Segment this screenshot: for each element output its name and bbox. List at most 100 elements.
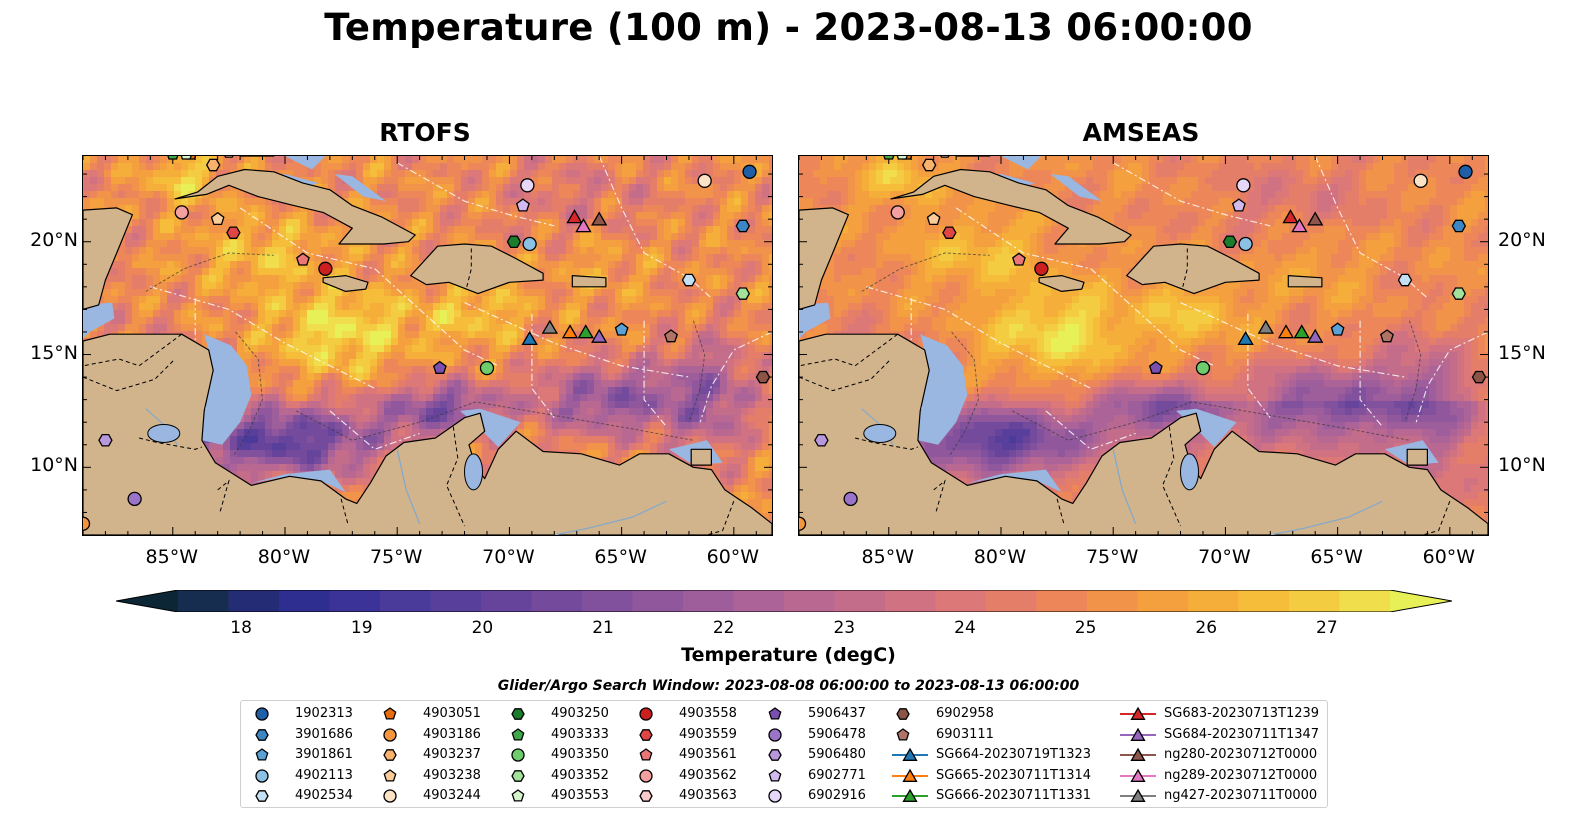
marker-ng289-20230712T0000	[1291, 218, 1308, 233]
marker-4903238	[926, 211, 941, 226]
legend-label: 6902771	[808, 767, 866, 783]
colorbar-step	[1036, 590, 1088, 612]
legend-swatch-circle	[639, 707, 653, 721]
marker-5906480	[98, 433, 113, 447]
lon-label: 85°W	[861, 546, 914, 568]
marker-4903238	[210, 211, 225, 226]
marker-6902916	[1236, 178, 1251, 193]
marker-4903561	[1012, 252, 1026, 266]
colorbar-tick-label: 18	[230, 618, 252, 638]
legend-swatch-circle	[768, 727, 782, 742]
lake-nicaragua	[863, 423, 897, 443]
marker-SG666-20230711T1331	[577, 324, 594, 339]
lake-maracaibo	[1180, 453, 1200, 491]
land-masses	[799, 156, 1488, 535]
marker-4902534	[1397, 273, 1413, 287]
colorbar-step	[683, 590, 735, 612]
marker-SG684-20230711T1347	[1307, 328, 1324, 343]
marker-5906480	[814, 433, 829, 447]
isobath-contours	[861, 252, 1422, 457]
legend-label: SG683-20230713T1239	[1164, 706, 1320, 721]
colorbar-step	[784, 590, 836, 612]
map-canvas-amseas	[799, 156, 1488, 535]
legend-label: ng280-20230712T0000	[1164, 747, 1318, 762]
colorbar-step	[582, 590, 634, 612]
legend-swatch-pentagon	[383, 707, 397, 720]
legend-swatch-hexagon	[383, 749, 397, 761]
marker-4902113	[522, 236, 537, 252]
colorbar-step	[986, 590, 1038, 612]
marker-6902958	[755, 370, 771, 384]
marker-1902313	[1458, 164, 1473, 179]
land-hispaniola	[1126, 243, 1260, 295]
map-canvas-rtofs	[83, 156, 772, 535]
marker-4903186	[799, 516, 807, 531]
legend-swatch-hexagon	[896, 708, 910, 720]
legend-swatch-triangle	[892, 768, 928, 782]
legend-swatch-pentagon	[896, 727, 910, 741]
marker-4903237	[205, 158, 221, 172]
lon-label: 60°W	[706, 546, 760, 568]
marker-3901861	[1330, 322, 1345, 336]
legend-label: 4903562	[679, 767, 737, 783]
country-borders	[83, 248, 735, 535]
colorbar-step	[178, 590, 230, 612]
colorbar-step	[531, 590, 583, 612]
legend-label: 5906478	[808, 726, 866, 742]
marker-6903111	[1380, 329, 1394, 343]
colorbar-extend-high	[1390, 590, 1452, 612]
legend-label: 4903186	[423, 726, 481, 742]
colorbar-step	[1188, 590, 1240, 612]
legend-label: 4903553	[551, 788, 609, 803]
colorbar-tick-label: 19	[350, 618, 373, 638]
legend-label: 4903244	[423, 788, 481, 803]
marker-SG683-20230713T1239	[1282, 209, 1299, 224]
legend-swatch-pentagon	[511, 789, 525, 802]
marker-4903333	[167, 156, 179, 160]
legend-label: 5906437	[808, 706, 866, 721]
marker-6903111	[664, 329, 678, 343]
colorbar-step	[885, 590, 937, 612]
legend-label: 4903250	[551, 706, 609, 721]
marker-SG684-20230711T1347	[591, 328, 608, 343]
marker-4902534	[681, 273, 697, 287]
legend-swatch-triangle	[892, 788, 928, 802]
marker-4903186	[83, 516, 91, 531]
colorbar-step	[1339, 590, 1391, 612]
lon-label: 65°W	[1310, 546, 1363, 568]
marker-ng427-20230711T0000	[1257, 319, 1275, 334]
lon-label: 75°W	[1085, 546, 1139, 568]
marker-ng427-20230711T0000	[541, 319, 559, 334]
colorbar-tick-label: 22	[712, 618, 735, 638]
marker-6902771	[515, 198, 530, 212]
legend-swatch-pentagon	[768, 707, 782, 720]
legend-swatch-circle	[639, 768, 653, 783]
legend-swatch-hexagon	[255, 790, 269, 802]
marker-4903558	[1034, 261, 1049, 276]
frame-ticks	[799, 156, 1488, 535]
marker-4903244	[697, 173, 712, 188]
land-cuba	[890, 168, 1132, 245]
colorbar-step	[1137, 590, 1189, 612]
colorbar-step	[1289, 590, 1341, 612]
colorbar-step	[228, 590, 280, 612]
observation-markers	[799, 156, 1487, 531]
land-puertorico	[1287, 274, 1323, 288]
legend-label: SG665-20230711T1314	[936, 767, 1092, 783]
eez-boundaries	[150, 156, 772, 450]
lat-label: 15°N	[1498, 341, 1546, 364]
lon-label: 65°W	[594, 546, 647, 568]
marker-ng289-20230712T0000	[575, 218, 592, 233]
colorbar-step	[329, 590, 381, 612]
colorbar-step	[1238, 590, 1290, 612]
legend-label: 6902916	[808, 788, 866, 803]
lon-label: 80°W	[257, 546, 311, 568]
legend-swatch-circle	[255, 768, 269, 783]
colorbar-tick-label: 24	[954, 618, 976, 638]
lon-label: 70°W	[1198, 546, 1251, 568]
legend-swatch-pentagon	[383, 768, 397, 782]
marker-4903352	[1451, 287, 1467, 300]
colorbar-step	[1087, 590, 1139, 612]
marker-1902313	[742, 164, 757, 179]
legend-swatch-hexagon	[511, 708, 525, 720]
